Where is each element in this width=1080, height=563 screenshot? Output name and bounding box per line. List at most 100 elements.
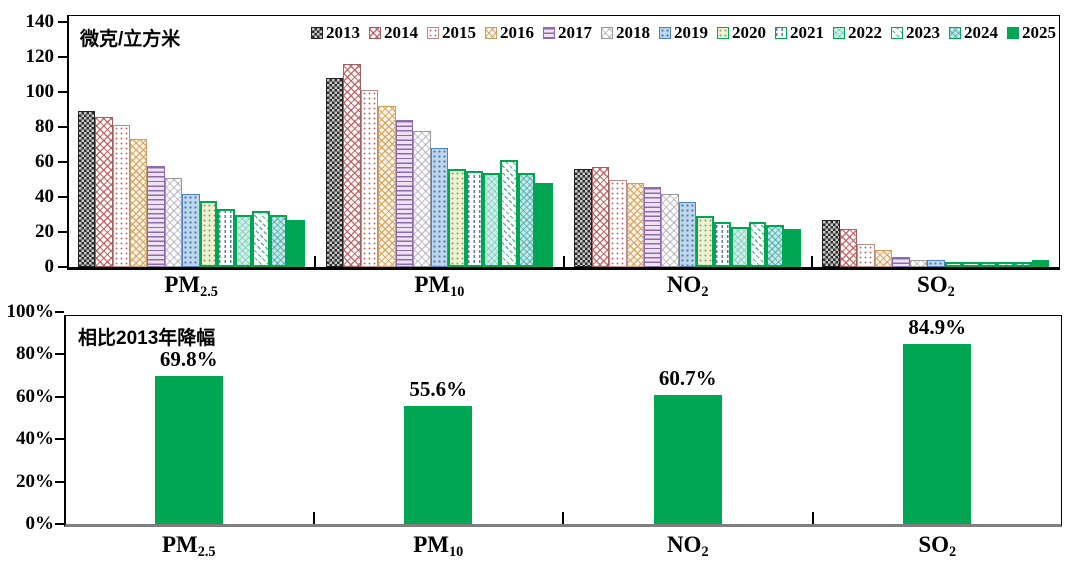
decline-bar-PM10 xyxy=(404,406,473,524)
decline-x-axis-tick-mark xyxy=(562,512,564,524)
legend-label: 2016 xyxy=(500,23,534,42)
bottom-category-label-NO2: NO2 xyxy=(613,532,763,561)
decline-y-axis-tick-mark xyxy=(55,523,64,525)
bar-NO2-2024 xyxy=(766,225,784,267)
bar-NO2-2016 xyxy=(626,183,644,267)
legend-swatch-2017 xyxy=(543,26,555,39)
legend-label: 2014 xyxy=(384,23,418,42)
legend-label: 2015 xyxy=(442,23,476,42)
bar-PM10-2014 xyxy=(343,64,361,267)
bar-PM10-2017 xyxy=(395,120,414,267)
legend-swatch-2022 xyxy=(833,26,845,39)
legend-item-2019: 2019 xyxy=(659,24,708,41)
category-label-subscript: 2 xyxy=(949,543,957,560)
category-label-base: SO xyxy=(918,532,950,557)
legend-label: 2024 xyxy=(964,23,998,42)
y-axis-tick-label: 0 xyxy=(44,256,55,277)
legend-item-2015: 2015 xyxy=(427,24,476,41)
bottom-category-label-SO2: SO2 xyxy=(862,532,1012,561)
bar-PM10-2022 xyxy=(483,172,501,267)
decline-value-label-PM10: 55.6% xyxy=(409,377,468,402)
bar-NO2-2021 xyxy=(713,221,732,267)
bar-NO2-2018 xyxy=(661,193,679,267)
category-label-subscript: 2 xyxy=(701,283,709,300)
legend-item-2018: 2018 xyxy=(601,24,650,41)
bar-PM2.5-2018 xyxy=(164,177,183,267)
bar-SO2-2014 xyxy=(839,228,858,267)
decline-y-axis-tick-label: 40% xyxy=(16,428,54,450)
legend: 2013 2014 2015 2016 2017 2018 2019 2020 2021 2022… xyxy=(311,24,1056,41)
legend-item-2022: 2022 xyxy=(833,24,882,41)
legend-label: 2017 xyxy=(558,23,592,42)
bar-NO2-2023 xyxy=(748,221,767,267)
top-category-label-PM2.5: PM2.5 xyxy=(116,272,266,301)
legend-swatch-2020 xyxy=(717,26,729,39)
decline-bar-SO2 xyxy=(903,344,972,524)
category-label-subscript: 2.5 xyxy=(197,543,216,560)
category-label-base: PM xyxy=(414,272,451,297)
legend-swatch-2025 xyxy=(1007,26,1019,39)
bar-SO2-2023 xyxy=(996,261,1015,267)
category-label-subscript: 2 xyxy=(701,543,709,560)
decline-x-axis-tick-mark xyxy=(312,512,315,524)
bar-PM10-2018 xyxy=(413,130,431,267)
legend-item-2025: 2025 xyxy=(1007,24,1056,41)
top-category-label-PM10: PM10 xyxy=(364,272,514,301)
y-axis-tick-mark xyxy=(58,21,67,23)
category-label-subscript: 10 xyxy=(450,283,465,300)
bar-NO2-2014 xyxy=(591,167,610,267)
bar-SO2-2024 xyxy=(1014,261,1032,267)
decline-y-axis-tick-mark xyxy=(55,353,64,356)
bar-PM2.5-2017 xyxy=(147,165,165,267)
bar-SO2-2025 xyxy=(1031,260,1050,267)
y-axis-tick-mark xyxy=(58,126,67,128)
legend-label: 2022 xyxy=(848,23,882,42)
y-axis-tick-mark xyxy=(58,56,67,58)
bar-PM10-2023 xyxy=(500,160,518,267)
legend-item-2023: 2023 xyxy=(891,24,940,41)
category-label-base: PM xyxy=(164,272,201,297)
bar-PM10-2025 xyxy=(535,183,553,267)
legend-swatch-2013 xyxy=(311,26,323,39)
unit-label: 微克/立方米 xyxy=(80,29,181,50)
bar-PM10-2013 xyxy=(325,78,344,267)
y-axis-tick-mark xyxy=(58,196,67,198)
decline-value-label-SO2: 84.9% xyxy=(908,315,967,339)
x-axis-tick-mark xyxy=(562,256,565,267)
bottom-category-label-PM2.5: PM2.5 xyxy=(114,532,264,561)
y-axis-tick-mark xyxy=(58,161,67,163)
bar-PM2.5-2024 xyxy=(269,214,288,267)
legend-label: 2019 xyxy=(674,23,708,42)
decline-bar-PM2.5 xyxy=(154,376,223,524)
legend-swatch-2024 xyxy=(949,26,961,39)
bar-NO2-2017 xyxy=(643,186,662,267)
decline-y-axis-tick-mark xyxy=(55,311,64,313)
bar-NO2-2022 xyxy=(731,226,749,267)
bar-PM2.5-2016 xyxy=(130,139,148,267)
bar-SO2-2020 xyxy=(944,261,963,267)
bar-PM2.5-2023 xyxy=(252,211,270,267)
bar-PM10-2021 xyxy=(465,170,484,267)
bar-PM2.5-2014 xyxy=(95,116,113,267)
y-axis-tick-label: 60 xyxy=(35,151,54,172)
category-label-base: SO xyxy=(916,272,948,297)
bar-SO2-2016 xyxy=(874,249,893,267)
legend-item-2017: 2017 xyxy=(543,24,592,41)
bar-PM2.5-2025 xyxy=(287,219,305,267)
y-axis-tick-label: 40 xyxy=(35,186,54,207)
bar-PM10-2019 xyxy=(430,148,449,267)
bar-PM10-2024 xyxy=(517,172,536,267)
y-axis-tick-mark xyxy=(58,91,67,93)
bar-SO2-2021 xyxy=(962,261,980,267)
bar-NO2-2019 xyxy=(678,202,697,267)
bar-PM2.5-2022 xyxy=(234,214,253,267)
y-axis-tick-label: 20 xyxy=(35,221,54,242)
legend-swatch-2014 xyxy=(369,26,381,39)
y-axis-tick-label: 140 xyxy=(25,11,55,32)
bar-SO2-2019 xyxy=(927,260,945,267)
bar-NO2-2025 xyxy=(783,228,802,267)
category-label-base: NO xyxy=(666,272,702,297)
bar-NO2-2013 xyxy=(574,169,592,267)
bar-SO2-2013 xyxy=(822,219,840,267)
